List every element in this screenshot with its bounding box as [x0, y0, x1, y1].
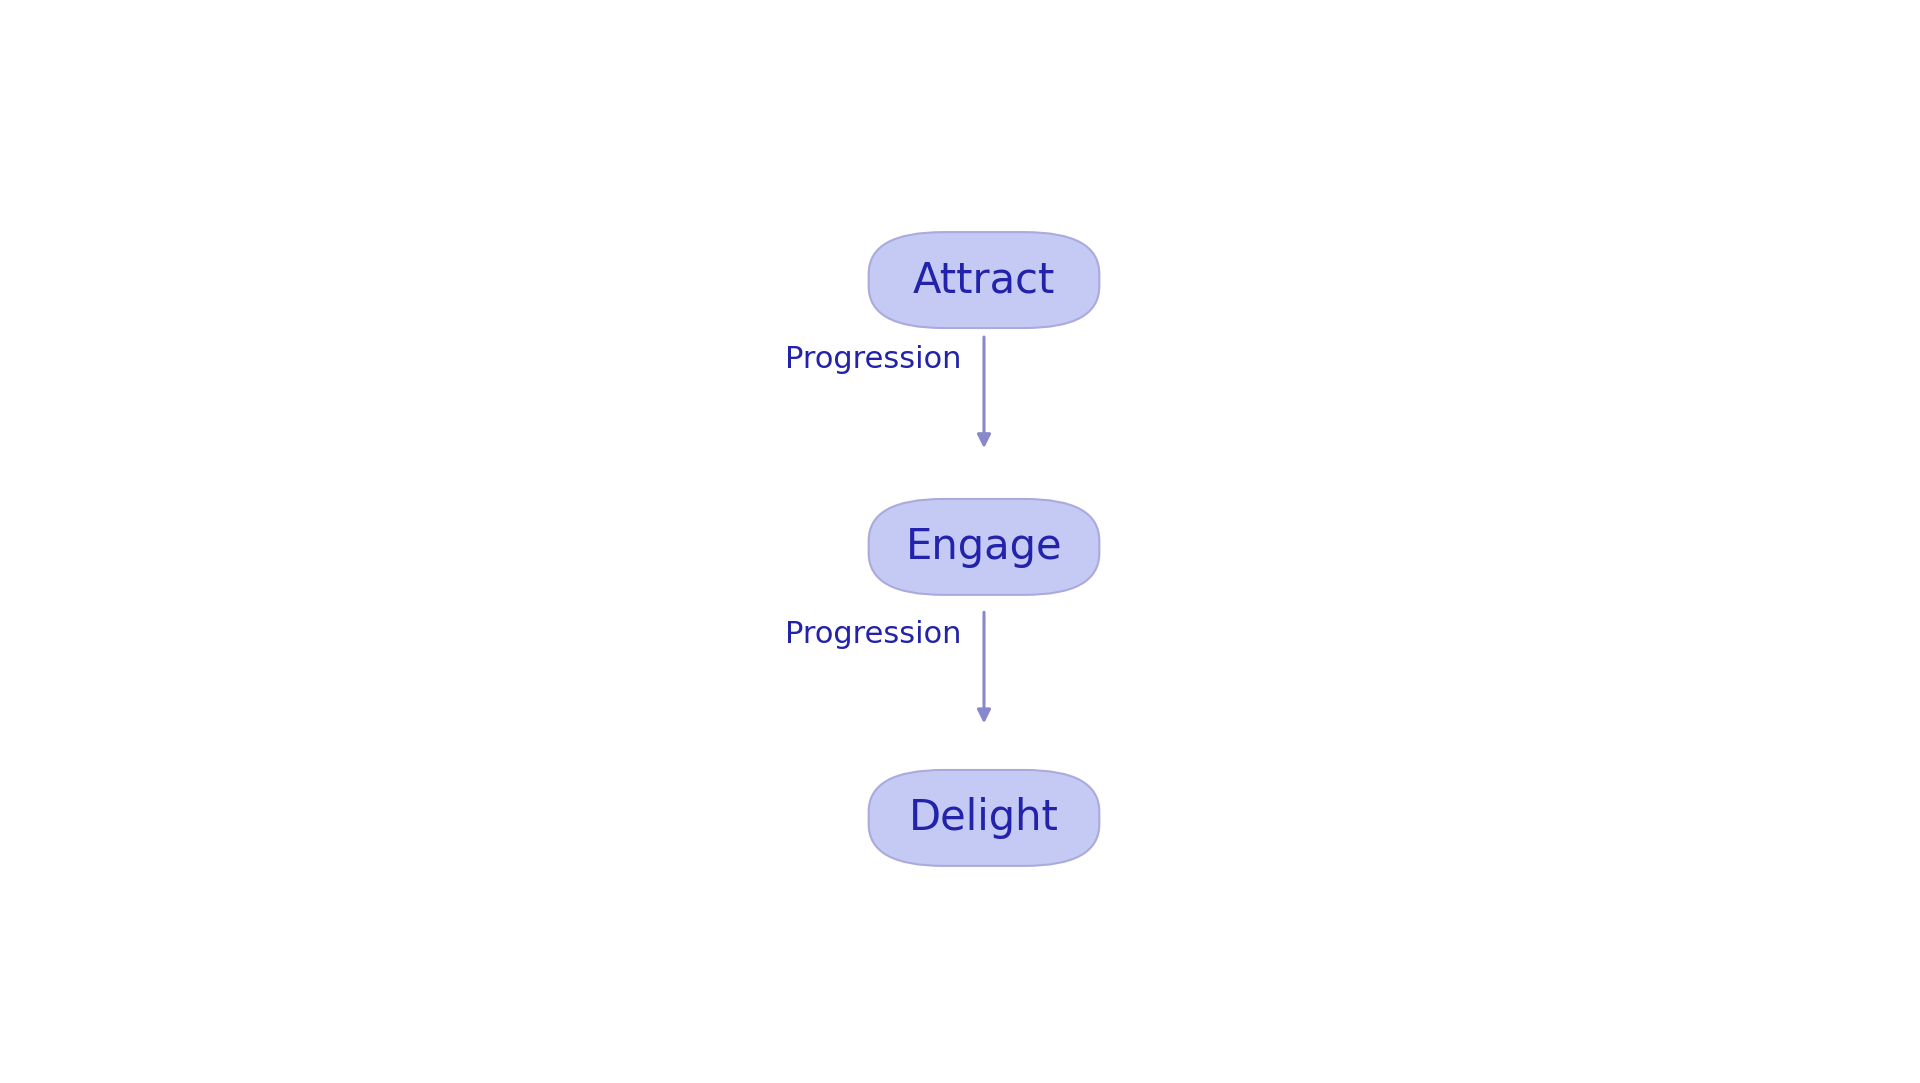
Text: Progression: Progression — [785, 344, 962, 374]
Text: Delight: Delight — [908, 797, 1060, 839]
FancyBboxPatch shape — [868, 499, 1100, 595]
FancyBboxPatch shape — [868, 770, 1100, 866]
Text: Progression: Progression — [785, 619, 962, 649]
Text: Attract: Attract — [912, 259, 1056, 301]
FancyBboxPatch shape — [868, 232, 1100, 328]
Text: Engage: Engage — [906, 526, 1062, 567]
